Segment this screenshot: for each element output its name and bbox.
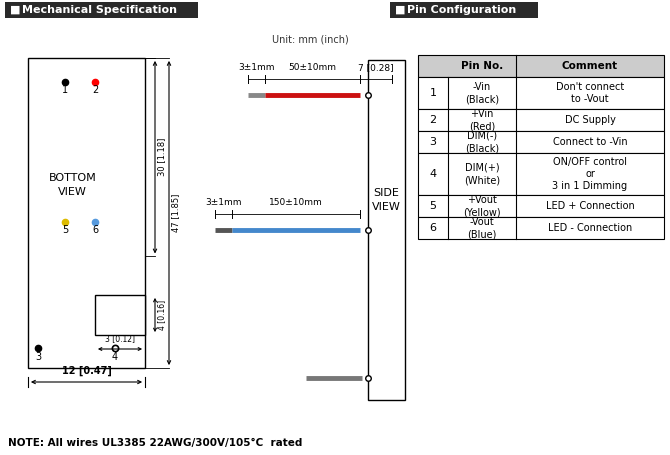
Bar — [418, 131, 664, 153]
Text: +Vin
(Red): +Vin (Red) — [469, 109, 495, 131]
Text: ■: ■ — [10, 5, 21, 15]
Text: ON/OFF control
or
3 in 1 Dimming: ON/OFF control or 3 in 1 Dimming — [553, 157, 628, 192]
Text: 12 [0.47]: 12 [0.47] — [62, 366, 111, 376]
Text: -Vin
(Black): -Vin (Black) — [465, 82, 499, 104]
Text: 4: 4 — [112, 352, 118, 362]
Text: Pin No.: Pin No. — [461, 61, 503, 71]
Text: Don't connect
to -Vout: Don't connect to -Vout — [556, 82, 624, 104]
Bar — [418, 77, 664, 109]
Text: 3±1mm: 3±1mm — [205, 198, 242, 207]
Text: Unit: mm (inch): Unit: mm (inch) — [271, 34, 348, 44]
Text: -Vout
(Blue): -Vout (Blue) — [467, 217, 496, 239]
Text: ■: ■ — [395, 5, 405, 15]
Text: 47 [1.85]: 47 [1.85] — [171, 194, 180, 232]
Text: 6: 6 — [429, 223, 436, 233]
Text: Connect to -Vin: Connect to -Vin — [553, 137, 627, 147]
Text: Mechanical Specification: Mechanical Specification — [22, 5, 177, 15]
Text: LED + Connection: LED + Connection — [545, 201, 634, 211]
Text: Comment: Comment — [562, 61, 618, 71]
Bar — [5, 2, 198, 18]
Text: 50±10mm: 50±10mm — [289, 63, 336, 72]
Text: 1: 1 — [429, 88, 436, 98]
Text: 6: 6 — [92, 225, 98, 235]
Text: 150±10mm: 150±10mm — [269, 198, 323, 207]
Text: 4: 4 — [429, 169, 437, 179]
Bar — [418, 109, 664, 131]
Text: DIM(-)
(Black): DIM(-) (Black) — [465, 131, 499, 153]
Text: Pin Configuration: Pin Configuration — [407, 5, 517, 15]
Text: 2: 2 — [92, 85, 98, 95]
Bar — [418, 195, 664, 217]
Bar — [95, 295, 145, 335]
Text: DIM(+)
(White): DIM(+) (White) — [464, 163, 500, 185]
Text: DC Supply: DC Supply — [565, 115, 616, 125]
Text: 3: 3 — [35, 352, 41, 362]
Bar — [28, 58, 145, 368]
Text: 5: 5 — [429, 201, 436, 211]
Text: SIDE
VIEW: SIDE VIEW — [372, 188, 401, 212]
Text: BOTTOM
VIEW: BOTTOM VIEW — [49, 173, 96, 197]
Text: LED - Connection: LED - Connection — [548, 223, 632, 233]
Text: 2: 2 — [429, 115, 437, 125]
Text: 7 [0.28]: 7 [0.28] — [358, 63, 393, 72]
Text: 30 [1.18]: 30 [1.18] — [157, 138, 166, 177]
Bar — [368, 60, 405, 400]
Text: 1: 1 — [62, 85, 68, 95]
Bar — [418, 153, 664, 195]
Bar — [418, 217, 664, 239]
Text: 3: 3 — [429, 137, 436, 147]
Text: NOTE: All wires UL3385 22AWG/300V/105°C  rated: NOTE: All wires UL3385 22AWG/300V/105°C … — [8, 438, 302, 448]
Text: 5: 5 — [62, 225, 68, 235]
Text: +Vout
(Yellow): +Vout (Yellow) — [463, 195, 500, 217]
Bar — [390, 2, 538, 18]
Bar — [418, 55, 664, 77]
Text: 3±1mm: 3±1mm — [239, 63, 275, 72]
Text: 3 [0.12]: 3 [0.12] — [105, 334, 135, 343]
Text: 4 [0.16]: 4 [0.16] — [157, 300, 166, 330]
